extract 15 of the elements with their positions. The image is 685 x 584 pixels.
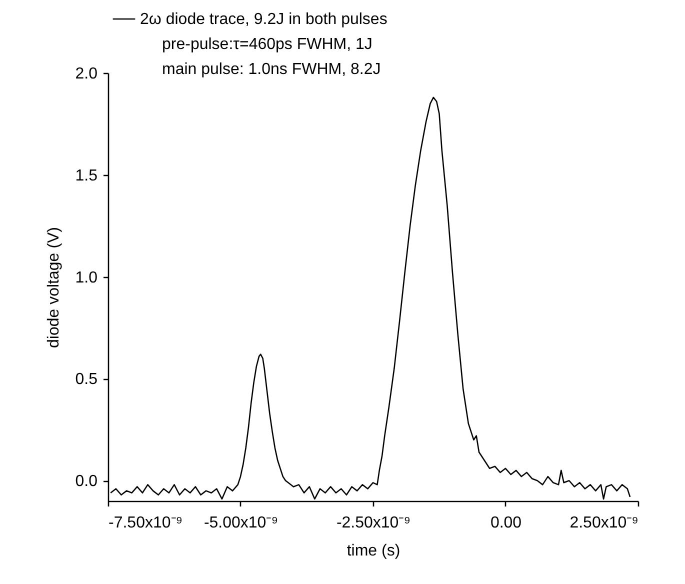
x-axis-title: time (s) [346,542,400,560]
legend-label: 2ω diode trace, 9.2J in both pulses [140,11,388,28]
x-tick-label: -7.50x10⁻⁹ [108,514,183,532]
x-tick-label: 2.50x10⁻⁹ [570,514,638,532]
annotation: main pulse: 1.0ns FWHM, 8.2J [162,61,381,78]
y-tick-label: 1.0 [75,269,98,286]
y-tick-label: 0.5 [75,371,98,388]
text: pre-pulse:τ=460ps FWHM, 1J [162,36,372,53]
y-tick-label: 2.0 [75,66,98,82]
x-tick-label: -5.00x10⁻⁹ [204,514,278,532]
y-axis-title: diode voltage (V) [45,227,62,348]
x-tick-label: 0.00 [490,514,522,532]
x-tick-label: -2.50x10⁻⁹ [336,514,411,532]
y-tick-label: 1.5 [75,167,98,184]
y-tick-label: 0.0 [75,473,98,490]
